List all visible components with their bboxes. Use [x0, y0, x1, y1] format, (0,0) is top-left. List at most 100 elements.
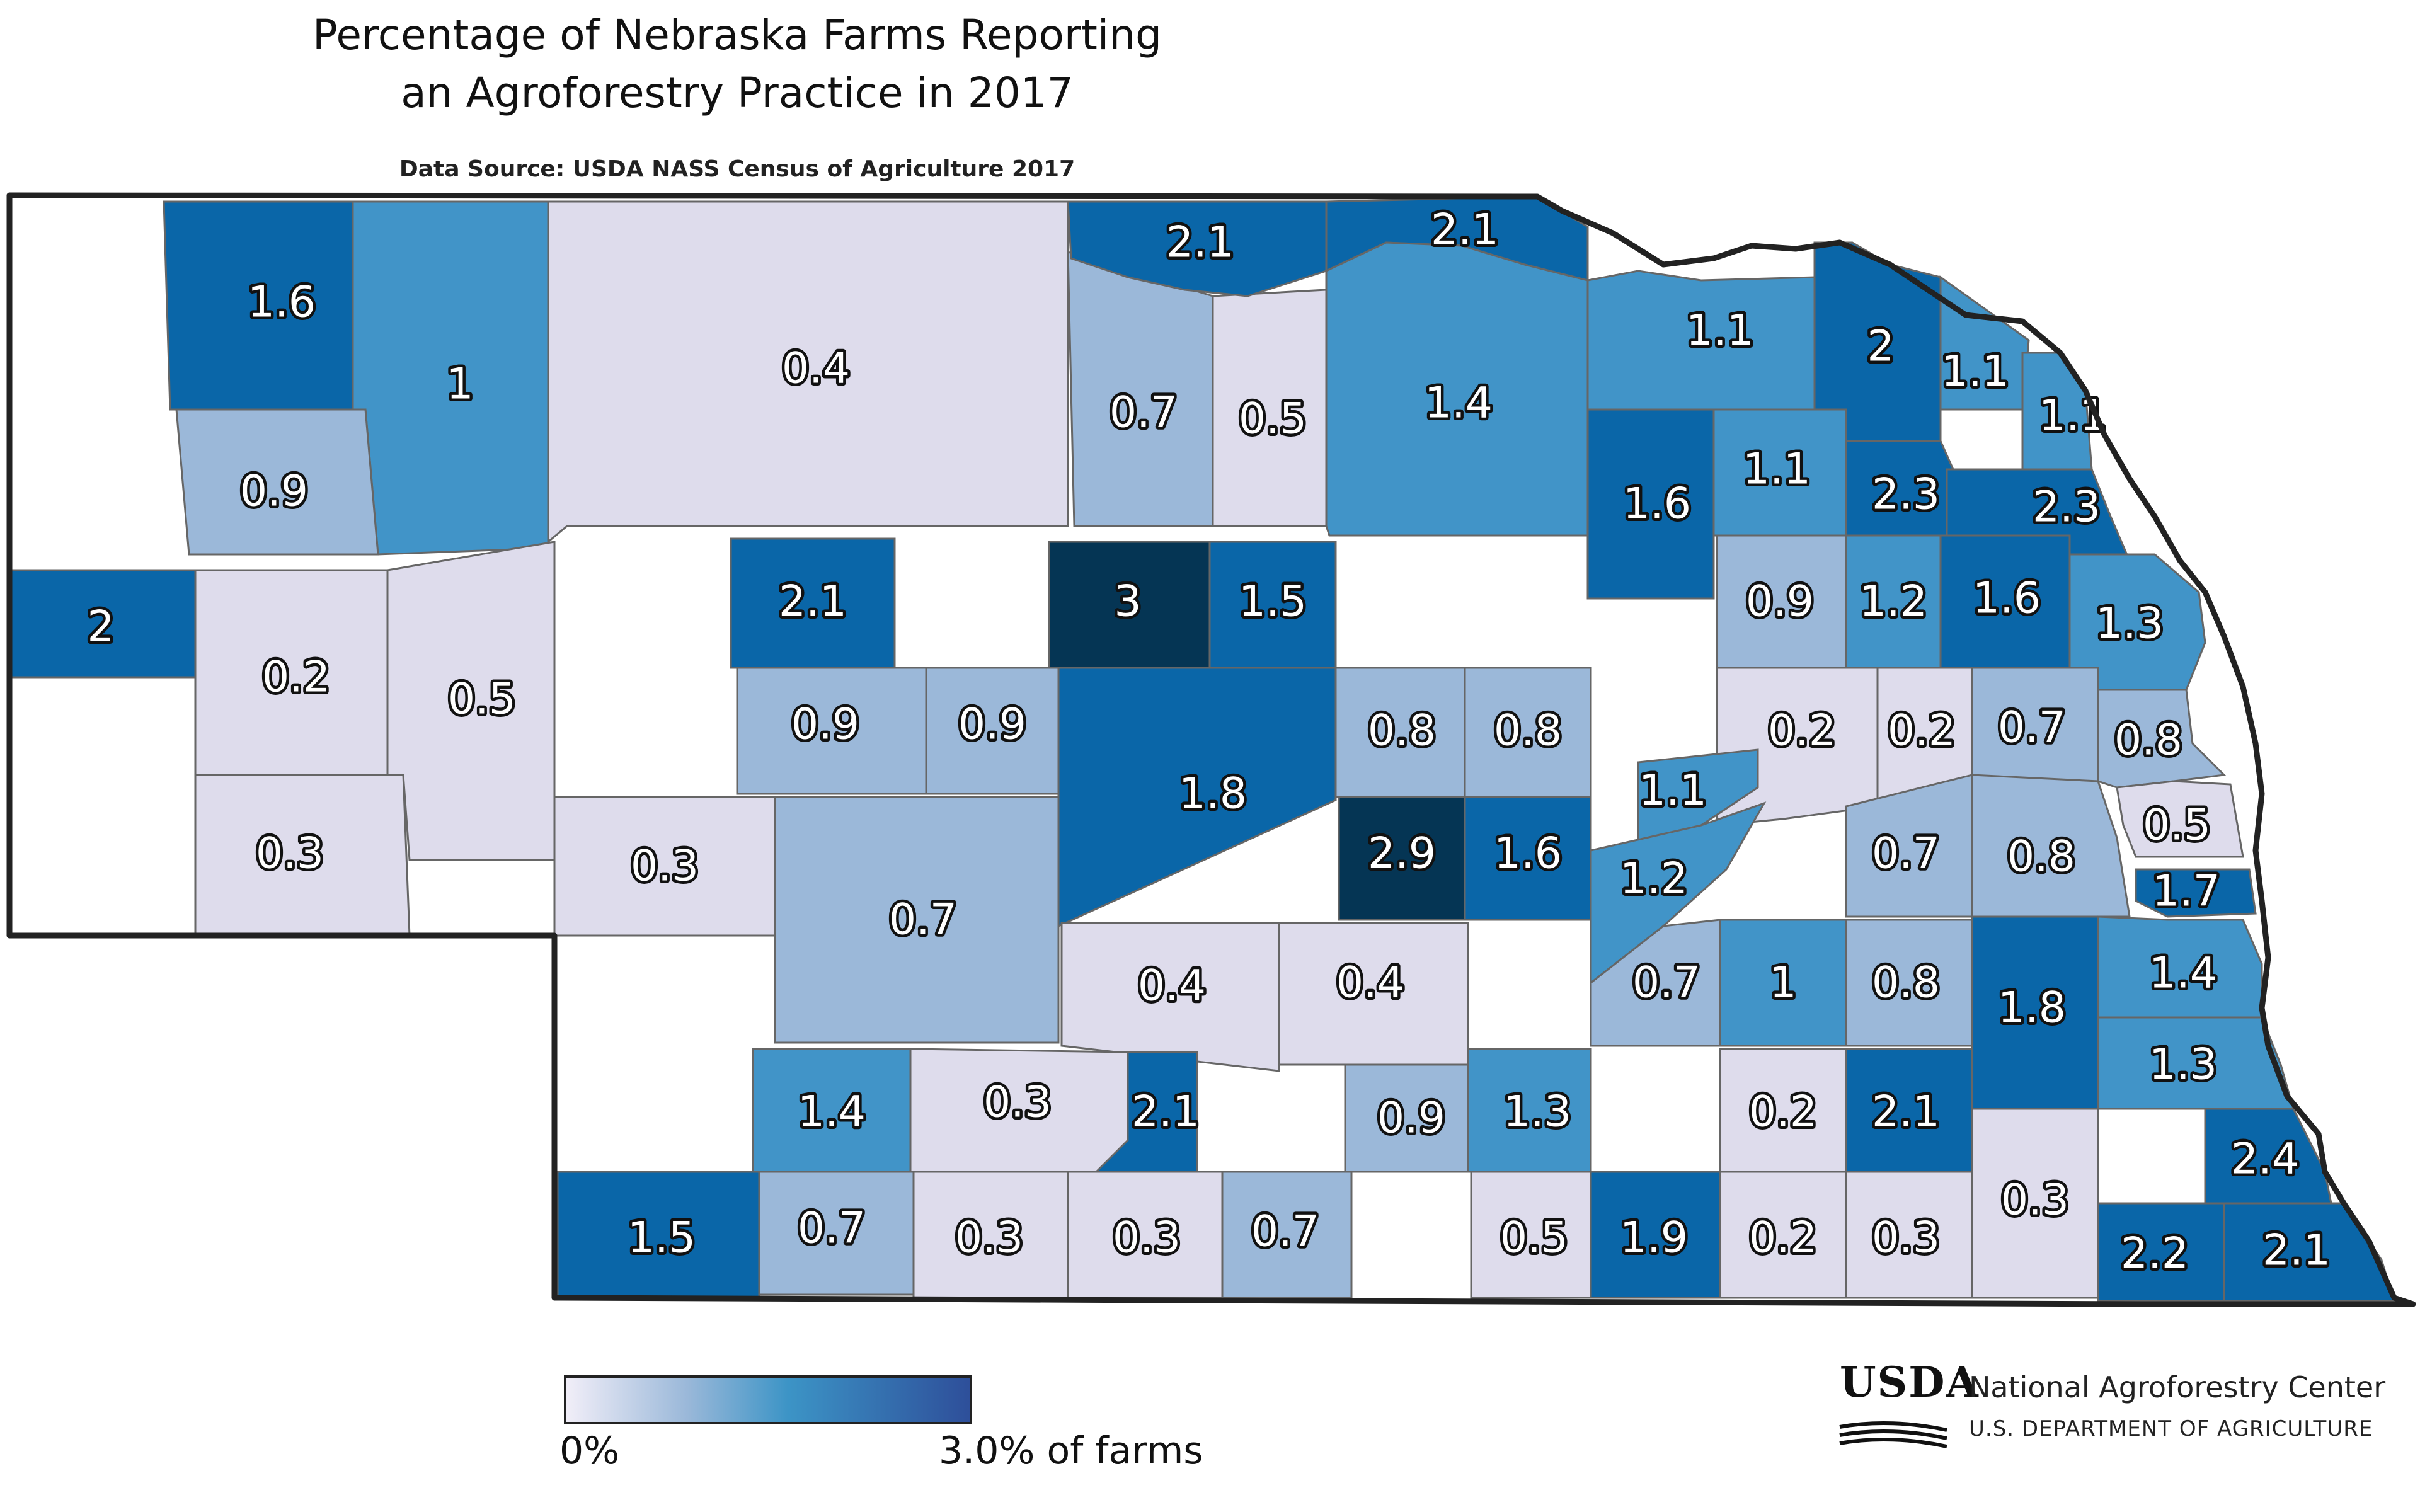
- county-value-label: 1.3: [2096, 599, 2164, 649]
- county-value-label: 0.9: [791, 700, 859, 750]
- legend-color-bar: [564, 1375, 972, 1424]
- county-value-label: 0.2: [1768, 706, 1836, 756]
- county-value-label: 0.9: [958, 700, 1026, 750]
- county-value-label: 1.1: [1639, 766, 1707, 816]
- county-value-label: 1.2: [1859, 577, 1927, 627]
- county-value-label: 0.2: [1749, 1213, 1817, 1263]
- county-value-label: 1.3: [2149, 1040, 2217, 1090]
- county-region: [774, 796, 1060, 1044]
- county-value-label: 1.8: [1998, 983, 2066, 1033]
- county-value-label: 0.3: [1113, 1213, 1181, 1263]
- county-value-label: 1.2: [1620, 854, 1688, 904]
- county-value-label: 0.8: [1494, 706, 1562, 756]
- county-region: [2097, 1016, 2295, 1110]
- county-value-label: 0.3: [2001, 1176, 2069, 1225]
- map-title-line-1: Percentage of Nebraska Farms Reporting: [312, 11, 1162, 59]
- county-value-label: 2.1: [1132, 1087, 1200, 1137]
- county-value-label: 0.4: [1138, 961, 1206, 1011]
- county-value-label: 0.5: [1239, 394, 1307, 444]
- county-value-label: 2.3: [2033, 483, 2101, 532]
- county-value-label: 1.4: [798, 1087, 866, 1137]
- county-region: [1586, 408, 1715, 600]
- county-value-label: 0.3: [955, 1213, 1023, 1263]
- county-value-label: 1.6: [1973, 574, 2041, 624]
- county-value-label: 1.6: [1494, 829, 1562, 879]
- county-value-label: 0.8: [2007, 832, 2075, 882]
- usda-logo-text: USDA: [1840, 1358, 1980, 1407]
- county-value-label: 2.1: [1166, 218, 1234, 268]
- county-region: [2204, 1108, 2332, 1205]
- county-value-label: 0.2: [262, 653, 330, 702]
- county-value-label: 0.4: [782, 344, 850, 394]
- county-value-label: 0.5: [1500, 1213, 1568, 1263]
- county-value-label: 0.8: [2114, 716, 2182, 765]
- county-region: [2021, 352, 2093, 471]
- county-region: [1971, 774, 2131, 918]
- county-value-label: 2.2: [2121, 1229, 2189, 1279]
- county-value-label: 0.2: [1749, 1087, 1817, 1137]
- county-value-label: 2: [1867, 322, 1894, 372]
- county-value-label: 0.9: [240, 467, 308, 517]
- county-region: [1060, 922, 1280, 1072]
- county-value-label: 2.1: [779, 577, 847, 627]
- county-region: [2097, 689, 2227, 789]
- county-label-layer: 1.6 1 0.4 0.7 0.5 2.1 2.1 1.4 1.1 2 1.1 1.1 0.9 1.6 1.…: [84, 202, 2334, 1281]
- county-value-label: 0.2: [1888, 706, 1956, 756]
- county-value-label: 1.4: [1425, 379, 1493, 428]
- county-value-label: 0.8: [1872, 958, 1940, 1008]
- county-value-label: 0.3: [983, 1078, 1052, 1128]
- county-value-label: 1.1: [1686, 306, 1754, 356]
- county-value-label: 2.3: [1872, 470, 1940, 520]
- county-layer: [8, 195, 2396, 1302]
- county-region: [2116, 780, 2244, 858]
- org-name: National Agroforestry Center: [1969, 1370, 2386, 1404]
- county-value-label: 1.4: [2149, 949, 2217, 999]
- county-region: [1637, 748, 1759, 852]
- county-value-label: 0.8: [1368, 706, 1436, 756]
- map-title-line-2: an Agroforestry Practice in 2017: [401, 69, 1074, 117]
- county-value-label: 1.3: [1503, 1087, 1571, 1137]
- legend-max-label: 3.0% of farms: [939, 1429, 1203, 1473]
- org-department: U.S. DEPARTMENT OF AGRICULTURE: [1969, 1416, 2373, 1441]
- county-value-label: 1.7: [2152, 867, 2220, 917]
- county-value-label: 0.9: [1746, 577, 1814, 627]
- state-outline: [6, 192, 2416, 1307]
- county-value-label: 2.1: [1431, 205, 1499, 255]
- county-value-label: 1.9: [1620, 1213, 1688, 1263]
- county-value-label: 1.6: [248, 278, 316, 328]
- county-value-label: 1.6: [1623, 479, 1691, 529]
- county-value-label: 1.1: [1743, 445, 1811, 495]
- county-value-label: 0.5: [448, 675, 516, 724]
- county-value-label: 1.8: [1179, 769, 1247, 819]
- county-region: [1221, 1171, 1353, 1299]
- county-value-label: 0.7: [1632, 958, 1700, 1008]
- county-value-label: 1.1: [1941, 347, 2009, 397]
- county-value-label: 2.4: [2231, 1135, 2299, 1184]
- county-value-label: 0.7: [1998, 703, 2066, 753]
- county-value-label: 0.7: [798, 1204, 866, 1254]
- county-value-label: 1: [1769, 958, 1796, 1008]
- county-value-label: 0.3: [631, 842, 699, 891]
- county-value-label: 1.5: [628, 1213, 696, 1263]
- map-title: Percentage of Nebraska Farms Reporting a…: [0, 6, 1474, 122]
- county-value-label: 0.7: [1251, 1207, 1319, 1257]
- county-value-label: 2.9: [1368, 829, 1436, 879]
- usda-logo-swoosh-icon: [1839, 1421, 1947, 1448]
- county-value-label: 0.5: [2143, 801, 2211, 850]
- county-value-label: 0.7: [889, 895, 957, 945]
- county-value-label: 1: [446, 360, 473, 410]
- county-value-label: 1.5: [1239, 577, 1307, 627]
- county-value-label: 2: [87, 602, 114, 652]
- county-value-label: 2.1: [2262, 1226, 2331, 1276]
- county-value-label: 0.7: [1872, 829, 1940, 879]
- county-region: [175, 408, 379, 556]
- county-value-label: 0.3: [1872, 1213, 1940, 1263]
- county-value-label: 0.7: [1110, 388, 1178, 438]
- legend-min-label: 0%: [559, 1429, 620, 1473]
- county-region: [547, 200, 1069, 544]
- county-region: [2135, 868, 2257, 918]
- county-value-label: 0.4: [1336, 958, 1404, 1008]
- county-value-label: 3: [1114, 577, 1141, 627]
- county-value-label: 0.9: [1377, 1094, 1445, 1143]
